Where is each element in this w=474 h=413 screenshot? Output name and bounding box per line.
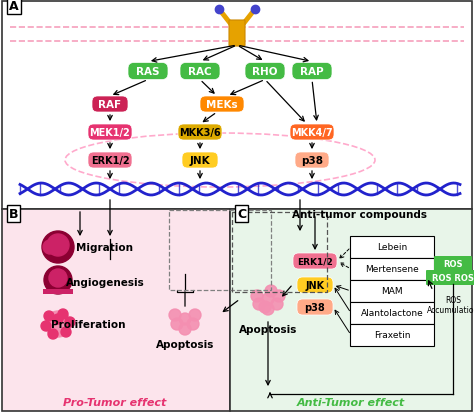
Circle shape	[58, 309, 68, 319]
Text: Anti-tumor compounds: Anti-tumor compounds	[292, 209, 428, 219]
Circle shape	[271, 298, 283, 310]
FancyBboxPatch shape	[350, 280, 434, 302]
FancyBboxPatch shape	[178, 125, 222, 141]
Bar	[43, 289, 73, 294]
Text: ROS ROS: ROS ROS	[432, 273, 474, 282]
Circle shape	[65, 317, 75, 327]
Text: Angiogenesis: Angiogenesis	[65, 277, 145, 287]
FancyBboxPatch shape	[297, 277, 333, 293]
Circle shape	[45, 311, 71, 337]
Circle shape	[251, 290, 263, 302]
FancyBboxPatch shape	[290, 125, 334, 141]
Circle shape	[41, 321, 51, 331]
Circle shape	[42, 231, 74, 263]
Circle shape	[48, 329, 58, 339]
Circle shape	[262, 303, 274, 315]
Circle shape	[179, 313, 191, 325]
Text: Pro-Tumor effect: Pro-Tumor effect	[64, 397, 167, 407]
Circle shape	[179, 323, 191, 335]
Circle shape	[169, 309, 181, 321]
Circle shape	[189, 309, 201, 321]
Text: JNK: JNK	[190, 156, 210, 166]
Bar	[2, 209, 230, 411]
Text: p38: p38	[301, 156, 323, 166]
Text: B: B	[9, 207, 18, 221]
Circle shape	[171, 318, 183, 330]
FancyBboxPatch shape	[92, 97, 128, 113]
FancyBboxPatch shape	[350, 302, 434, 324]
Circle shape	[43, 240, 57, 254]
Text: C: C	[237, 207, 246, 221]
Bar	[230, 209, 472, 411]
Text: Alantolactone: Alantolactone	[361, 309, 423, 318]
FancyBboxPatch shape	[229, 21, 245, 47]
Bar	[2, 2, 472, 209]
Text: A: A	[9, 0, 18, 13]
FancyBboxPatch shape	[88, 153, 132, 169]
FancyBboxPatch shape	[180, 63, 220, 80]
Text: ROS: ROS	[443, 259, 463, 268]
FancyBboxPatch shape	[293, 254, 337, 269]
Circle shape	[187, 318, 199, 330]
FancyBboxPatch shape	[88, 125, 132, 141]
Text: RAF: RAF	[99, 100, 121, 110]
Text: ERK1/2: ERK1/2	[91, 156, 129, 166]
Text: Mertensene: Mertensene	[365, 265, 419, 274]
Text: Migration: Migration	[76, 242, 134, 252]
Circle shape	[265, 285, 277, 297]
FancyBboxPatch shape	[292, 63, 332, 80]
Text: Apoptosis: Apoptosis	[156, 339, 214, 349]
FancyBboxPatch shape	[200, 97, 244, 113]
Text: ROS
Accumulation: ROS Accumulation	[427, 295, 474, 315]
Circle shape	[44, 311, 54, 321]
Text: Apoptosis: Apoptosis	[239, 324, 297, 334]
Text: Anti-Tumor effect: Anti-Tumor effect	[297, 397, 405, 407]
Text: RAC: RAC	[188, 67, 212, 77]
FancyBboxPatch shape	[245, 63, 285, 80]
FancyBboxPatch shape	[434, 256, 472, 271]
Text: RAP: RAP	[300, 67, 324, 77]
Text: RHO: RHO	[252, 67, 278, 77]
FancyBboxPatch shape	[297, 299, 333, 315]
FancyBboxPatch shape	[350, 324, 434, 346]
Circle shape	[61, 327, 71, 337]
Circle shape	[259, 301, 271, 313]
Circle shape	[273, 290, 285, 302]
Circle shape	[53, 314, 63, 324]
Text: Proliferation: Proliferation	[51, 319, 125, 329]
Text: MEKs: MEKs	[206, 100, 238, 110]
Text: p38: p38	[305, 302, 325, 312]
Text: MAM: MAM	[381, 287, 403, 296]
FancyBboxPatch shape	[182, 153, 218, 169]
Text: MKK3/6: MKK3/6	[179, 128, 221, 138]
FancyBboxPatch shape	[350, 236, 434, 259]
Circle shape	[47, 235, 69, 256]
FancyBboxPatch shape	[295, 153, 329, 169]
FancyBboxPatch shape	[128, 63, 168, 80]
FancyBboxPatch shape	[426, 271, 474, 285]
Text: ERK1/2: ERK1/2	[297, 257, 333, 266]
Text: Lebein: Lebein	[377, 243, 407, 252]
Circle shape	[44, 266, 72, 294]
Text: Fraxetin: Fraxetin	[374, 331, 410, 339]
Text: RAS: RAS	[136, 67, 160, 77]
FancyBboxPatch shape	[350, 259, 434, 280]
Text: JNK: JNK	[305, 280, 325, 290]
Circle shape	[49, 269, 67, 287]
Text: MEK1/2: MEK1/2	[90, 128, 130, 138]
Circle shape	[262, 293, 274, 305]
Text: MKK4/7: MKK4/7	[291, 128, 333, 138]
Circle shape	[253, 298, 265, 310]
